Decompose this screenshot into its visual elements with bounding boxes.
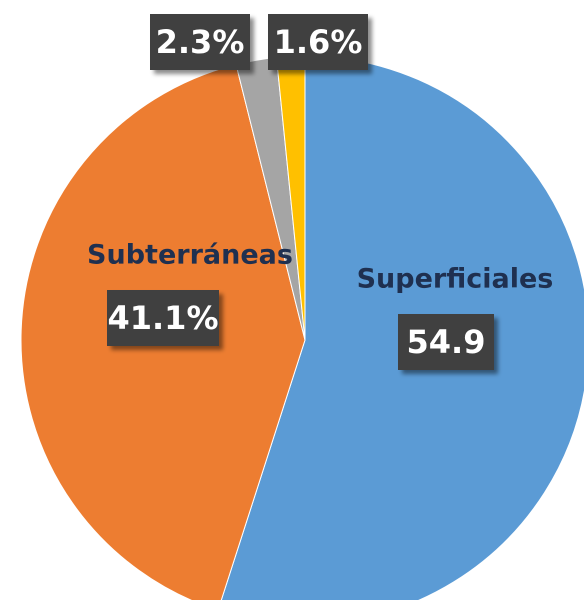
pie xyxy=(20,55,584,600)
category-label: Subterráneas xyxy=(87,240,293,271)
label-box xyxy=(398,314,494,370)
labels: Superficiales 54.9 Subterráneas 41.1% 2.3% 1.… xyxy=(87,14,553,370)
category-label: Superficiales xyxy=(357,264,554,295)
label-box xyxy=(268,14,368,70)
label-box xyxy=(107,290,219,346)
label-box xyxy=(150,14,250,70)
value-label: 2.3% xyxy=(156,23,245,61)
value-label: 1.6% xyxy=(274,23,363,61)
value-label: 54.9 xyxy=(407,323,486,361)
value-label: 41.1% xyxy=(107,299,218,337)
